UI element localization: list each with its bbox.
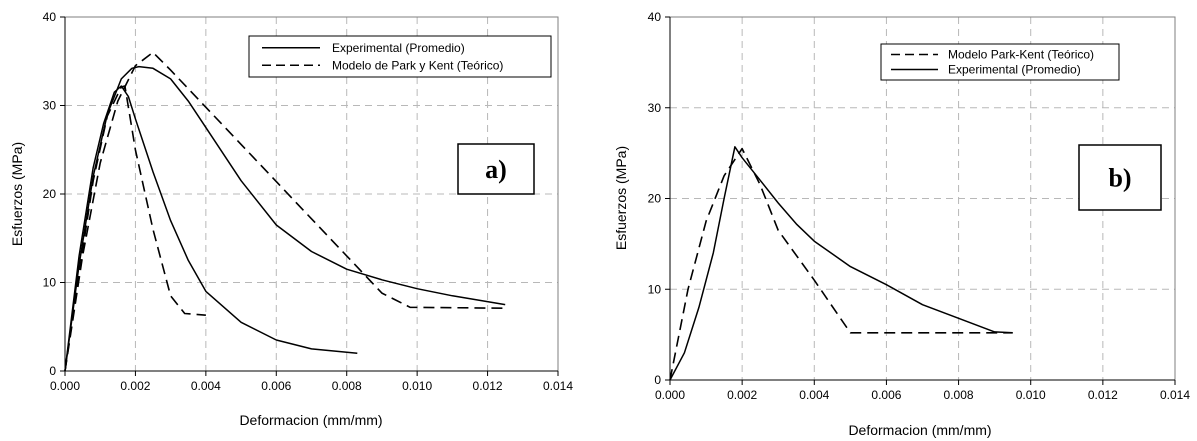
legend-box [248,35,552,78]
y-tick-label: 10 [43,276,57,290]
x-tick-label: 0.008 [944,388,974,402]
y-tick-label: 40 [43,10,57,24]
legend-label: Modelo de Park y Kent (Teórico) [332,58,503,72]
x-axis-title-b: Deformacion (mm/mm) [848,422,991,438]
y-tick-label: 40 [648,10,662,24]
panel-label-box [1078,144,1162,211]
x-tick-label: 0.012 [1088,388,1118,402]
x-tick-label: 0.002 [120,379,150,393]
x-tick-label: 0.004 [191,379,221,393]
series-line-solid [64,85,358,372]
x-tick-label: 0.006 [871,388,901,402]
legend-label: Modelo Park-Kent (Teórico) [948,48,1094,62]
x-tick-label: 0.006 [261,379,291,393]
chart-a: Deformacion (mm/mm) Esfuerzos (MPa) 0.00… [9,10,573,428]
panel-label: b) [1108,164,1131,193]
x-tick-label: 0.008 [332,379,362,393]
x-tick-label: 0.014 [1160,388,1190,402]
y-tick-label: 10 [648,282,662,296]
x-tick-label: 0.000 [655,388,685,402]
x-tick-label: 0.014 [543,379,573,393]
y-axis-title-a: Esfuerzos (MPa) [9,142,25,246]
y-tick-label: 30 [648,101,662,115]
x-tick-label: 0.010 [402,379,432,393]
panel-label: a) [485,155,507,184]
y-axis-title-b: Esfuerzos (MPa) [613,146,629,250]
x-tick-label: 0.010 [1016,388,1046,402]
y-tick-label: 20 [43,187,57,201]
legend-label: Experimental (Promedio) [332,41,465,55]
y-tick-label: 30 [43,99,57,113]
legend-box [880,43,1120,81]
x-tick-label: 0.004 [799,388,829,402]
y-tick-label: 0 [49,364,56,378]
panel-label-box [457,143,535,195]
y-tick-label: 20 [648,192,662,206]
x-tick-label: 0.012 [473,379,503,393]
x-tick-label: 0.002 [727,388,757,402]
series-line-solid [669,146,1013,381]
legend-label: Experimental (Promedio) [948,63,1081,77]
series-line-dashed [64,51,506,372]
series-line-solid [64,65,506,372]
series-line-dashed [669,147,1013,381]
chart-b: Deformacion (mm/mm) Esfuerzos (MPa) 0.00… [613,10,1190,438]
y-tick-label: 0 [654,373,661,387]
x-axis-title-a: Deformacion (mm/mm) [239,412,382,428]
x-tick-label: 0.000 [50,379,80,393]
